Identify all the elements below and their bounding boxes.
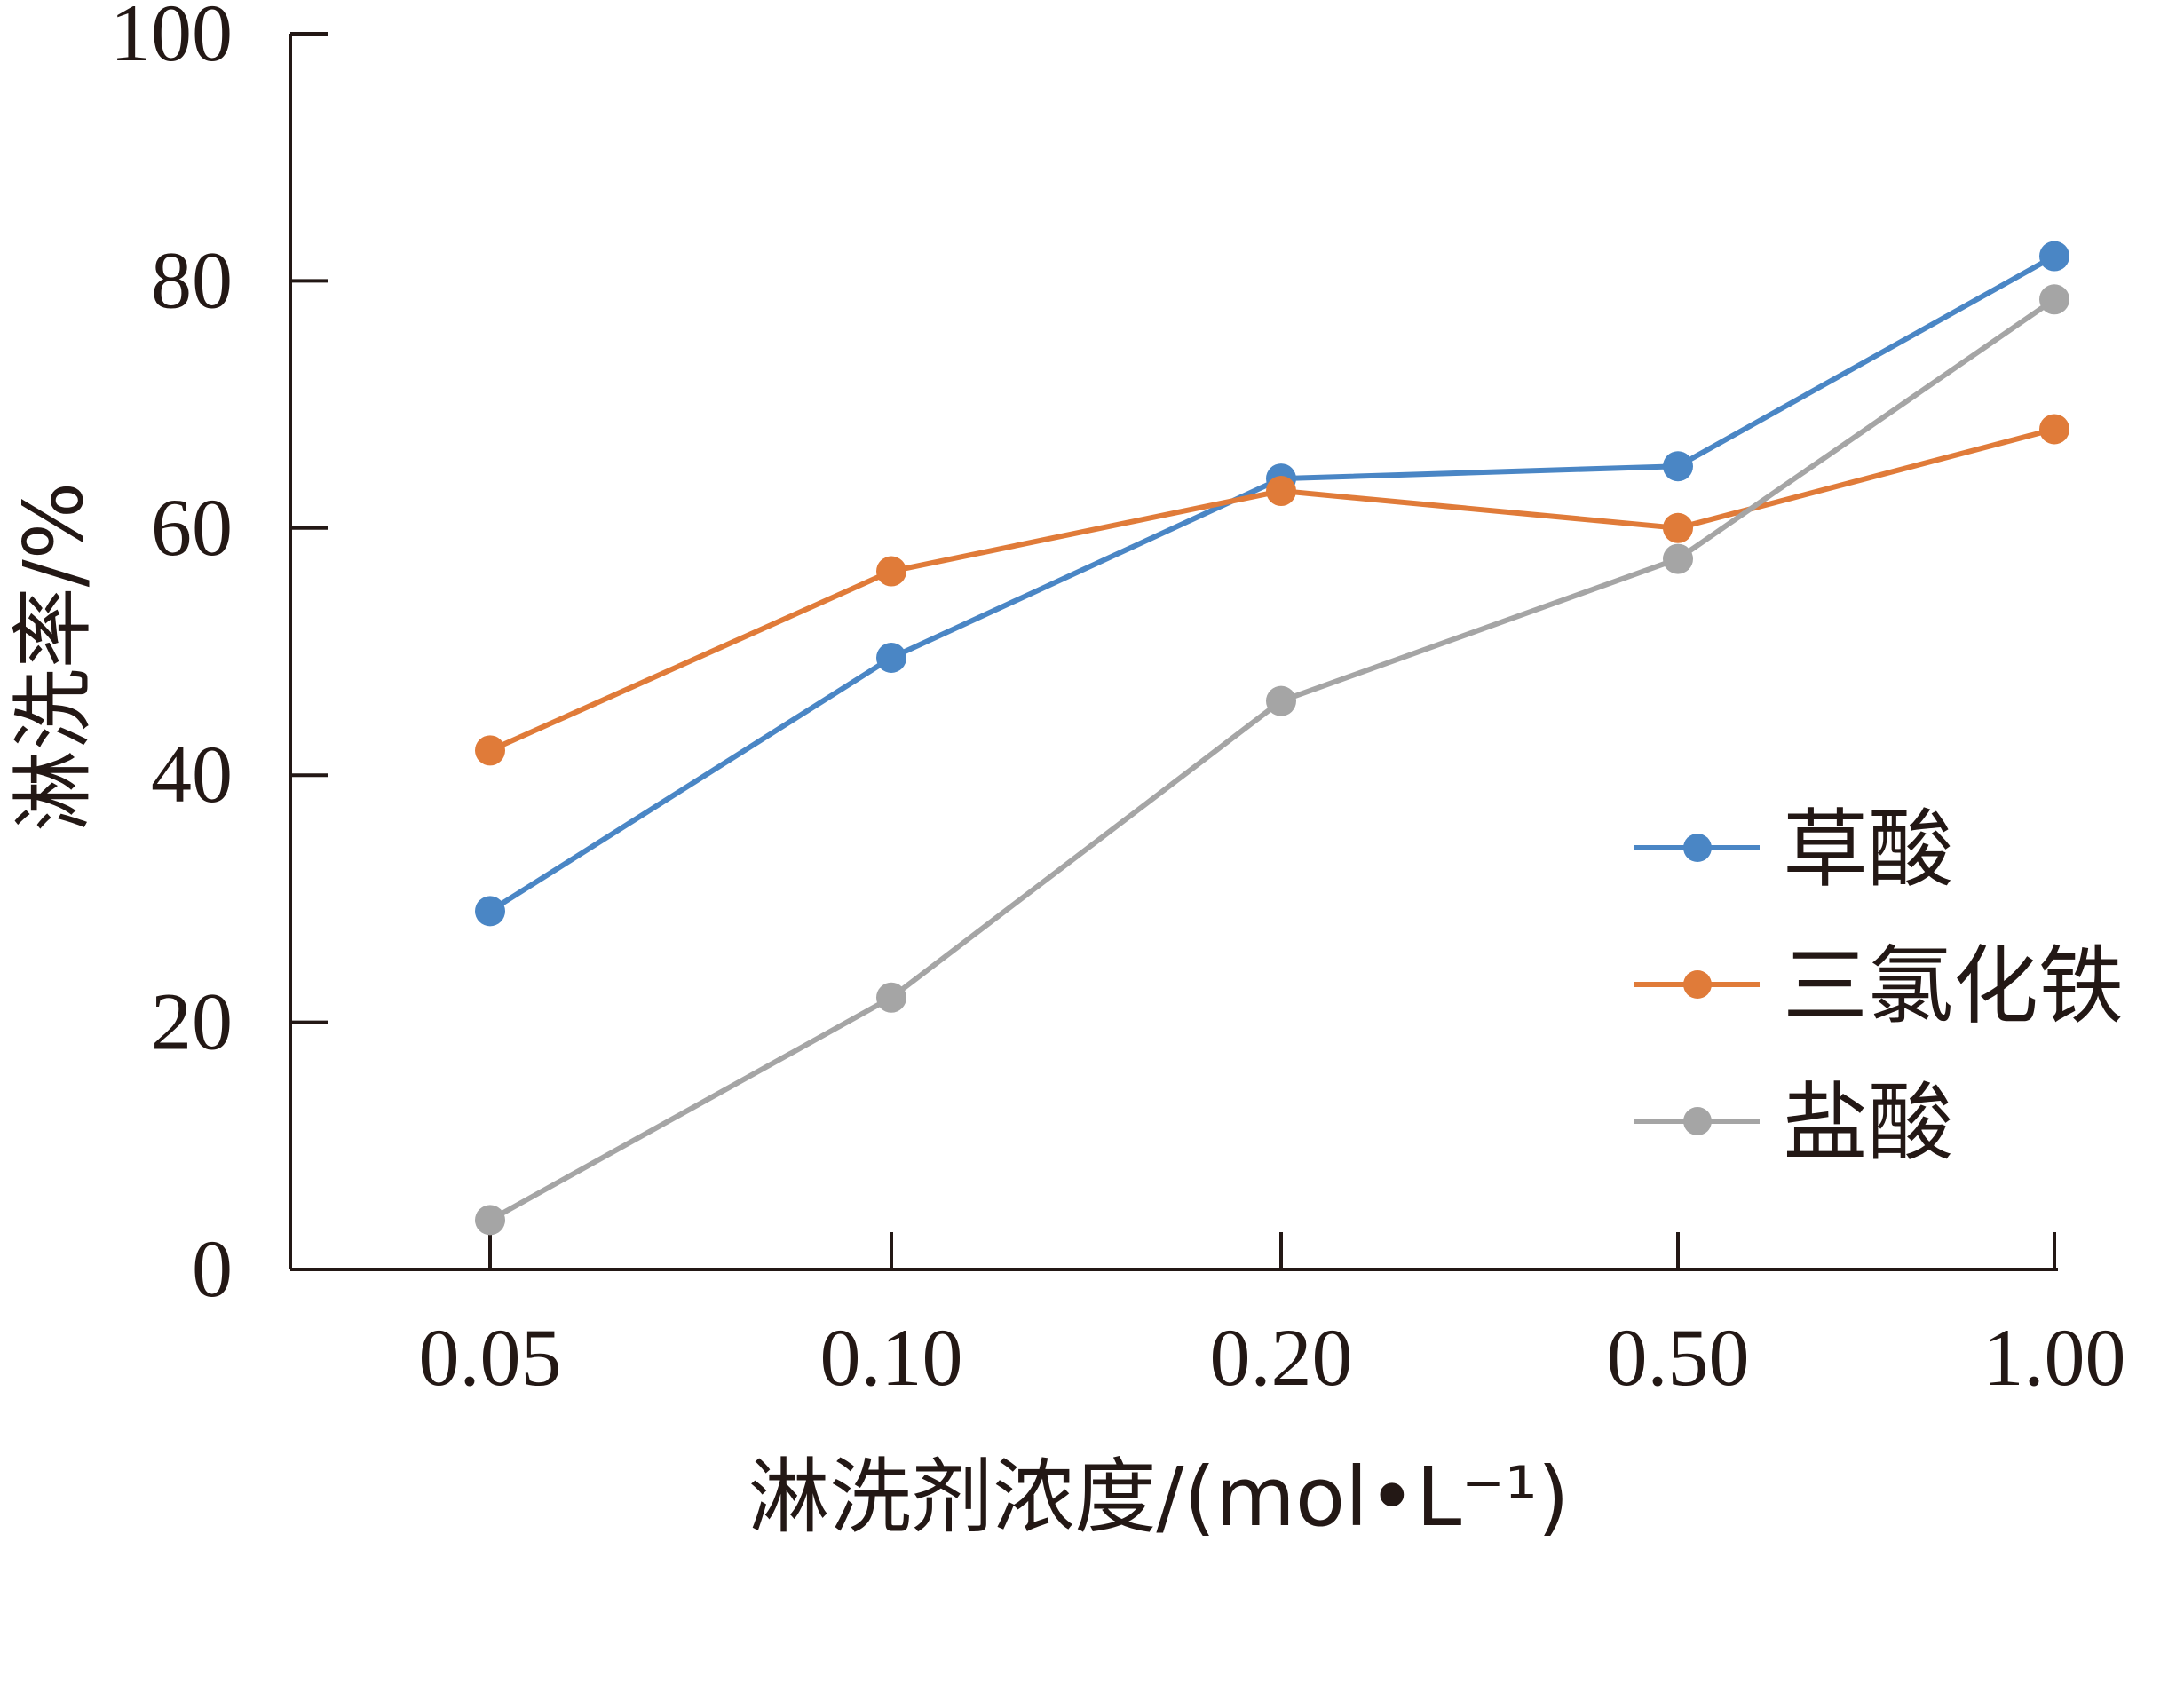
y-tick-label: 0 — [192, 1223, 233, 1314]
y-axis-title: 淋洗率/% — [6, 482, 101, 832]
data-point — [876, 556, 906, 587]
data-point — [1266, 685, 1296, 716]
y-tick-label: 40 — [151, 729, 233, 819]
y-tick-label: 20 — [151, 976, 233, 1067]
legend-swatch-marker — [1683, 970, 1712, 999]
data-point — [876, 642, 906, 673]
legend-swatch-marker — [1683, 834, 1712, 862]
legend: 草酸 三氯化铁 盐酸 — [1634, 800, 2124, 1173]
data-point — [475, 735, 505, 766]
legend-item: 草酸 — [1634, 800, 1953, 899]
data-point — [2039, 241, 2069, 272]
data-point — [475, 896, 505, 927]
legend-label: 三氯化铁 — [1783, 937, 2124, 1036]
data-point — [1266, 476, 1296, 507]
data-point — [475, 1205, 505, 1236]
x-tick-label: 0.05 — [419, 1312, 562, 1403]
data-point — [2039, 284, 2069, 315]
x-tick-label: 1.00 — [1983, 1312, 2126, 1403]
data-point — [2039, 414, 2069, 445]
y-tick-label: 80 — [151, 234, 233, 325]
legend-item: 盐酸 — [1634, 1073, 1953, 1173]
series-layer — [475, 241, 2069, 1236]
x-tick-label: 0.20 — [1210, 1312, 1353, 1403]
x-ticks: 0.05 0.10 0.20 0.50 1.00 — [419, 1232, 2126, 1403]
data-point — [1663, 451, 1693, 482]
y-tick-label: 60 — [151, 482, 233, 573]
x-tick-label: 0.50 — [1607, 1312, 1750, 1403]
y-tick-label: 100 — [110, 0, 233, 78]
legend-swatch-marker — [1683, 1107, 1712, 1135]
legend-label: 盐酸 — [1783, 1073, 1953, 1173]
data-point — [1663, 543, 1693, 574]
legend-label: 草酸 — [1783, 800, 1953, 899]
plot-area: 0 20 40 60 80 100 0.05 0.10 0.20 0.50 1.00 — [110, 0, 2126, 1403]
x-axis-title: 淋洗剂浓度/(mol•L⁻¹) — [748, 1450, 1569, 1545]
y-ticks: 0 20 40 60 80 100 — [110, 0, 328, 1314]
data-point — [1663, 512, 1693, 543]
x-tick-label: 0.10 — [820, 1312, 963, 1403]
data-point — [876, 982, 906, 1013]
legend-item: 三氯化铁 — [1634, 937, 2124, 1036]
